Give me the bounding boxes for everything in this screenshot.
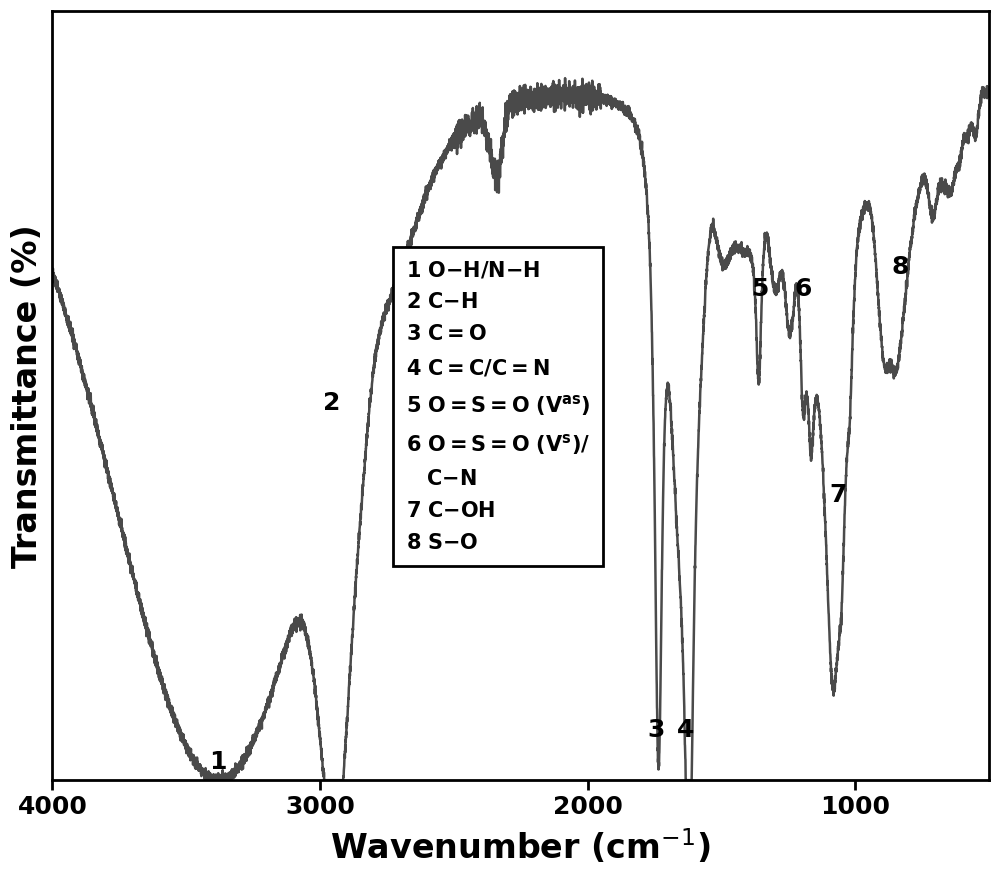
Text: 1: 1 (210, 751, 227, 774)
Y-axis label: Transmittance (%): Transmittance (%) (11, 224, 44, 567)
Text: 7: 7 (829, 483, 846, 507)
Text: 8: 8 (892, 255, 909, 280)
Text: 5: 5 (751, 277, 769, 301)
Text: 4: 4 (677, 718, 694, 742)
Text: 2: 2 (323, 391, 340, 415)
X-axis label: Wavenumber (cm$^{-1}$): Wavenumber (cm$^{-1}$) (330, 827, 711, 866)
Text: 3: 3 (647, 718, 664, 742)
Text: $\mathbf{1\ O{-}H/N{-}H}$
$\mathbf{2\ C{-}H}$
$\mathbf{3\ C{=}O}$
$\mathbf{4\ C{: $\mathbf{1\ O{-}H/N{-}H}$ $\mathbf{2\ C{… (406, 260, 590, 553)
Text: 6: 6 (794, 277, 812, 301)
